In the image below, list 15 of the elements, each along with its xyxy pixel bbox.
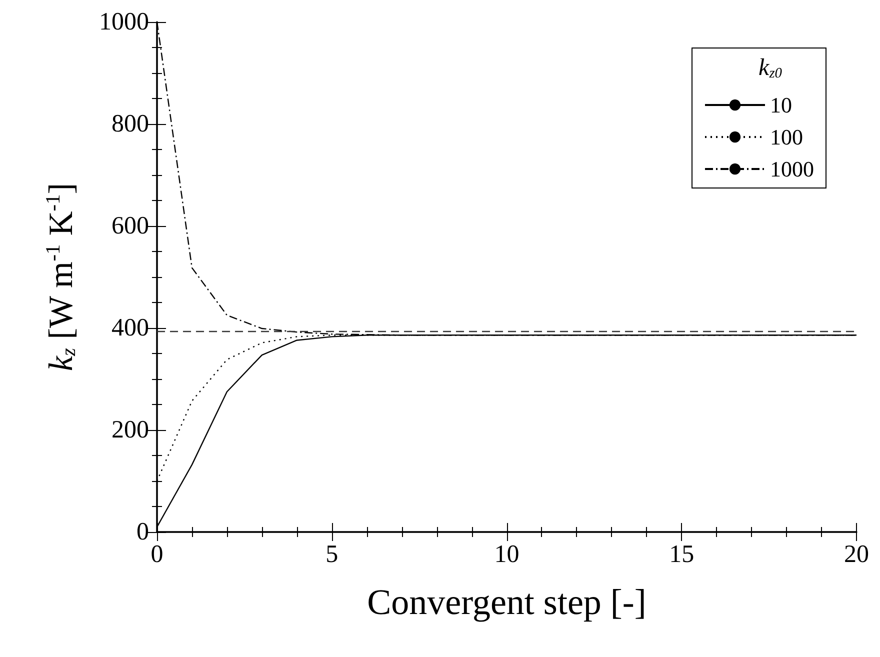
y-axis-title: kz [W m-1 K-1] xyxy=(42,182,80,372)
legend-label: 1000 xyxy=(770,156,814,182)
y-tick-label: 1000 xyxy=(99,8,149,36)
y-tick-label: 0 xyxy=(136,518,149,546)
legend-label: 10 xyxy=(770,92,792,118)
x-tick-label: 10 xyxy=(494,541,520,568)
y-tick-label: 400 xyxy=(112,314,149,342)
x-axis-title: Convergent step [-] xyxy=(367,582,646,622)
y-tick-label: 200 xyxy=(112,416,149,444)
x-tick-label: 5 xyxy=(326,541,338,568)
x-tick-label: 15 xyxy=(669,541,694,568)
legend-label: 100 xyxy=(770,124,803,150)
y-tick-label: 600 xyxy=(112,212,149,240)
x-tick-label: 20 xyxy=(844,541,869,568)
y-tick-label: 800 xyxy=(112,110,149,138)
